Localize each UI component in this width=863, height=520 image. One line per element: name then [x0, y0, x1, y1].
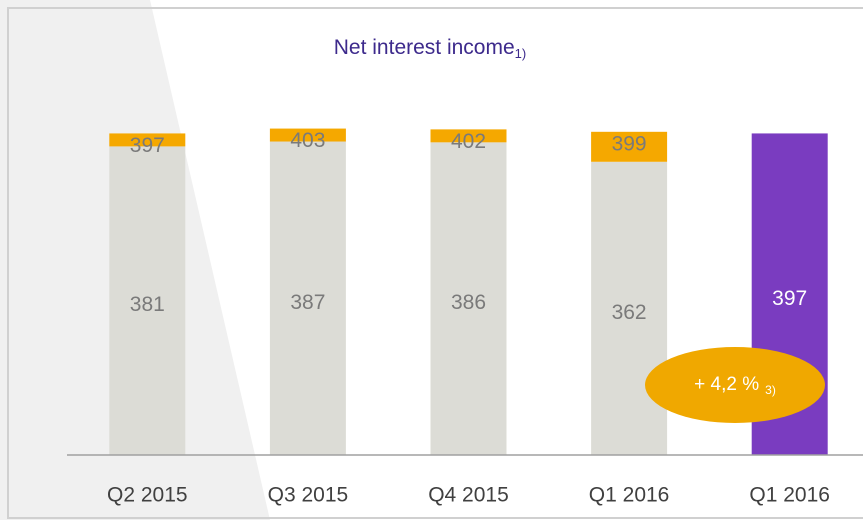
annotation-bubble: [645, 347, 825, 423]
bar-segment: [430, 129, 507, 143]
x-tick-label: Q1 2016: [589, 484, 670, 507]
segment-label: 381: [130, 293, 165, 316]
chart-title: Net interest income1): [334, 36, 526, 62]
total-label: 403: [290, 129, 325, 152]
bar-segment: [109, 133, 186, 147]
x-tick-label: Q1 2016: [749, 484, 830, 507]
bar-segment: [430, 142, 507, 455]
bar-segment: [109, 146, 186, 455]
bar-segment: [591, 161, 668, 455]
segment-label: 362: [612, 301, 647, 324]
segment-label: 386: [451, 291, 486, 314]
bar-segment: [269, 141, 346, 455]
total-label: 397: [130, 134, 165, 157]
title-note: 1): [515, 46, 527, 61]
segment-label: 387: [290, 291, 325, 314]
segment-label: 397: [772, 287, 807, 310]
total-label: 399: [612, 132, 647, 155]
total-label: 402: [451, 130, 486, 153]
title-text: Net interest income: [334, 36, 515, 59]
x-tick-label: Q3 2015: [268, 484, 349, 507]
annotation-note: 3): [765, 383, 776, 397]
annotation: + 4,2 % 3): [694, 374, 776, 397]
bar-segment: [269, 128, 346, 142]
annotation-text: + 4,2 %: [694, 374, 759, 395]
bar-segment: [591, 131, 668, 162]
x-tick-label: Q2 2015: [107, 484, 188, 507]
x-tick-label: Q4 2015: [428, 484, 509, 507]
frame: [7, 7, 863, 519]
